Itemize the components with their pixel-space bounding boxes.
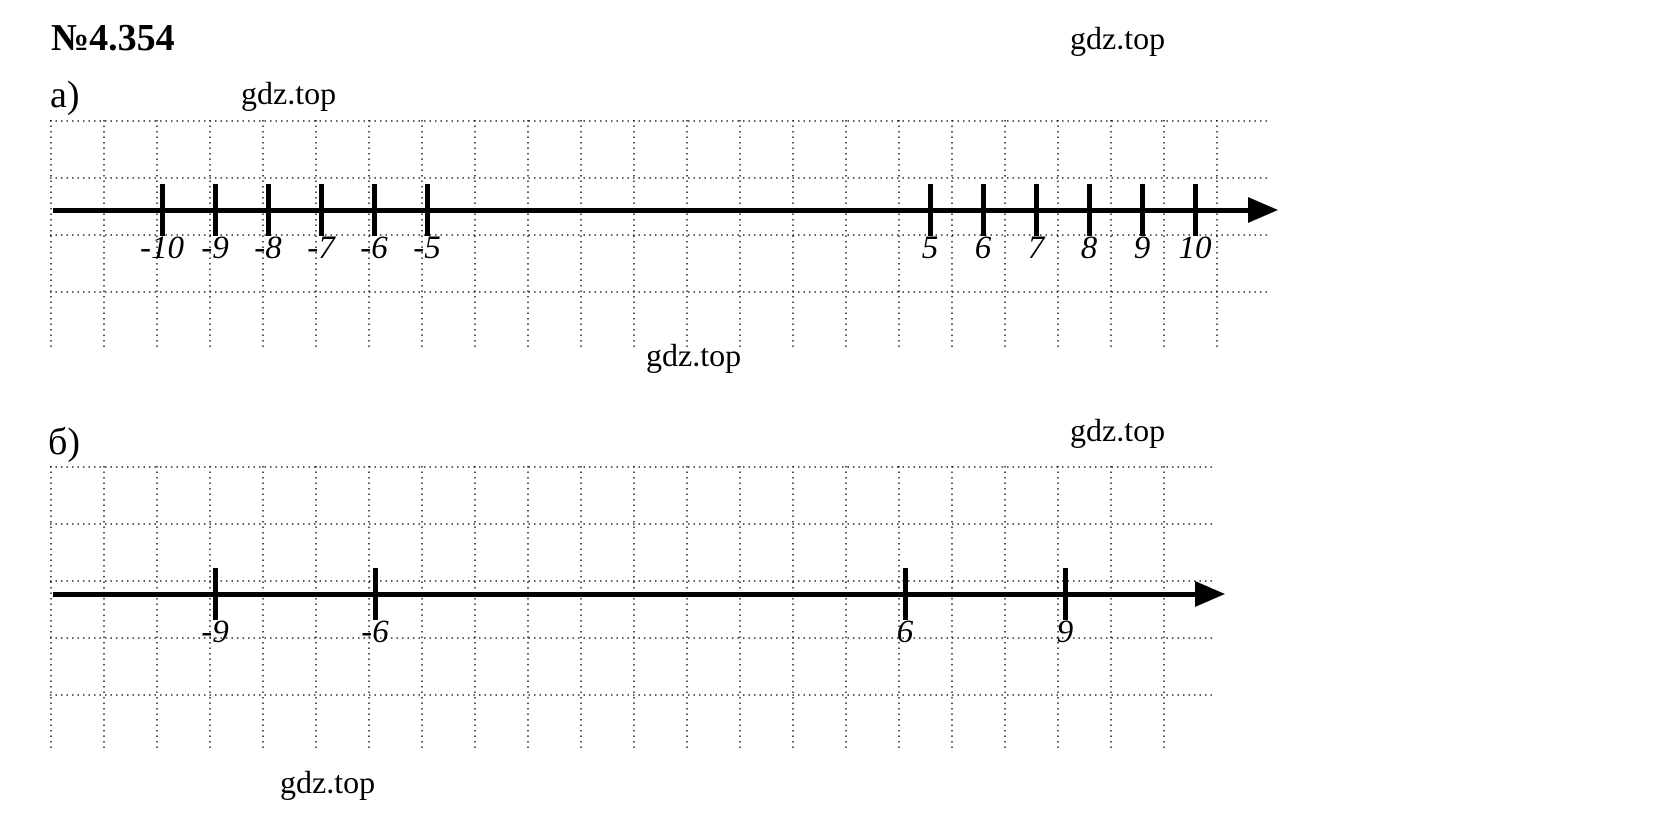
tick [266, 184, 271, 236]
watermark: gdz.top [280, 764, 375, 801]
tick [1087, 184, 1092, 236]
exercise-number: №4.354 [51, 16, 175, 60]
tick [981, 184, 986, 236]
tick [928, 184, 933, 236]
tick-label: 9 [1057, 614, 1074, 651]
tick-label: -10 [140, 230, 184, 267]
number-line-b: -9 -6 6 9 [50, 466, 1216, 748]
part-a-label: а) [50, 73, 80, 117]
tick [1063, 568, 1068, 620]
tick-label: 6 [975, 230, 992, 267]
tick [160, 184, 165, 236]
tick-label: 7 [1028, 230, 1045, 267]
tick-label: -8 [254, 230, 282, 267]
watermark: gdz.top [241, 75, 336, 112]
tick [903, 568, 908, 620]
tick-label: -6 [361, 614, 389, 651]
tick [213, 568, 218, 620]
tick-label: -5 [413, 230, 441, 267]
tick-label: -9 [201, 230, 229, 267]
tick [372, 184, 377, 236]
part-b-label: б) [48, 420, 80, 464]
tick [1193, 184, 1198, 236]
tick-label: 8 [1081, 230, 1098, 267]
watermark: gdz.top [1070, 412, 1165, 449]
tick-label: 10 [1179, 230, 1212, 267]
tick [373, 568, 378, 620]
tick-label: -7 [307, 230, 335, 267]
tick-label: 9 [1134, 230, 1151, 267]
tick [425, 184, 430, 236]
tick-label: 5 [922, 230, 939, 267]
tick [1140, 184, 1145, 236]
watermark: gdz.top [1070, 20, 1165, 57]
tick-label: 6 [897, 614, 914, 651]
number-line-a: -10 -9 -8 -7 -6 -5 56789 10 [50, 120, 1269, 348]
tick-label: -6 [360, 230, 388, 267]
tick-label: -9 [201, 614, 229, 651]
tick [1034, 184, 1039, 236]
tick [213, 184, 218, 236]
tick [319, 184, 324, 236]
